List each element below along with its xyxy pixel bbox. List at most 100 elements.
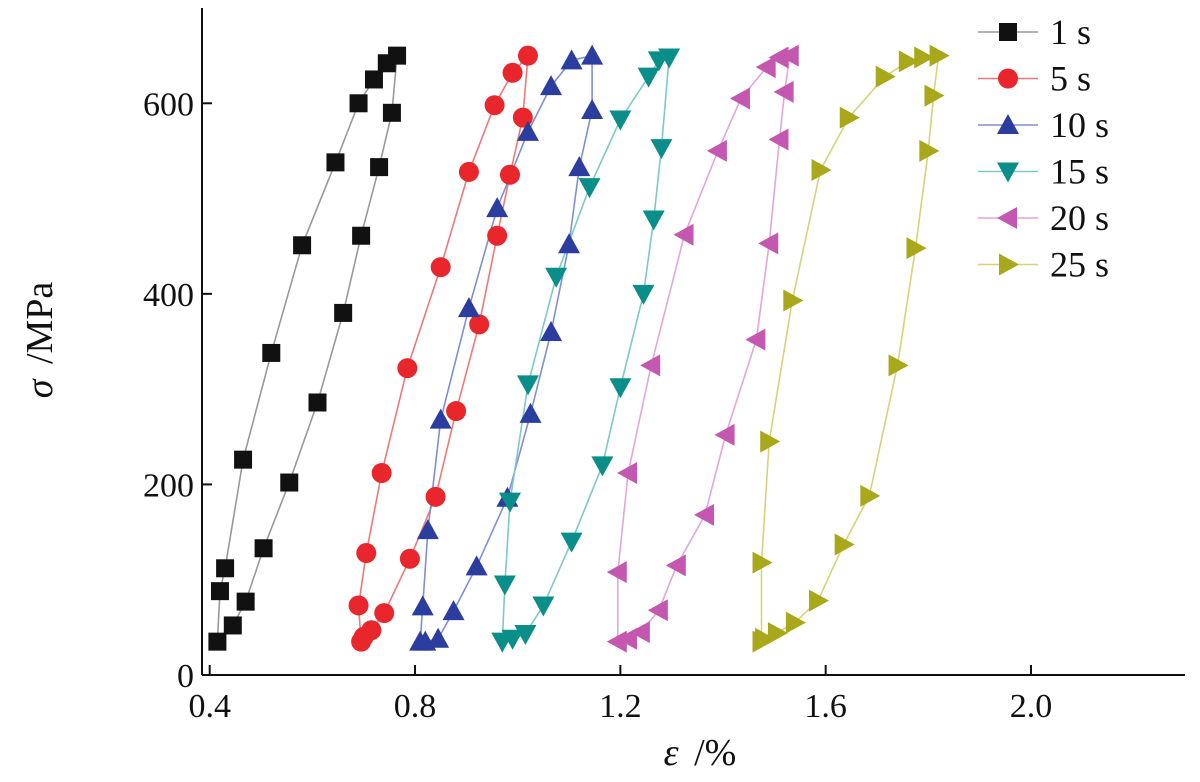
data-point-15s xyxy=(501,629,524,650)
data-point-20s xyxy=(755,56,776,79)
data-point-15s xyxy=(609,110,632,131)
y-axis-title: σ /MPa xyxy=(19,282,61,399)
data-point-1s xyxy=(210,582,229,601)
data-point-5s xyxy=(353,626,374,647)
x-axis-unit: /% xyxy=(694,732,736,774)
data-point-10s xyxy=(540,75,563,96)
y-tick-label: 600 xyxy=(143,86,194,123)
legend-label-1s: 1 s xyxy=(1050,12,1091,52)
legend-label-10s: 10 s xyxy=(1050,105,1109,145)
data-point-15s xyxy=(516,375,539,396)
data-point-15s xyxy=(498,492,521,513)
data-point-15s xyxy=(650,139,673,160)
data-point-1s xyxy=(254,539,273,558)
legend-marker-25s xyxy=(999,253,1019,276)
data-point-15s xyxy=(632,284,655,305)
x-tick-label: 0.8 xyxy=(394,688,437,725)
data-point-20s xyxy=(773,80,794,103)
data-point-25s xyxy=(914,46,935,69)
data-point-10s xyxy=(465,555,488,576)
data-point-10s xyxy=(568,156,591,177)
series-markers xyxy=(208,44,950,653)
x-tick-label: 1.2 xyxy=(599,688,642,725)
data-point-10s xyxy=(581,98,604,119)
data-point-5s xyxy=(356,543,377,564)
data-point-10s xyxy=(457,297,480,318)
data-point-10s xyxy=(411,595,434,616)
data-point-25s xyxy=(906,237,927,260)
legend-marker-15s xyxy=(997,162,1019,183)
data-point-25s xyxy=(785,611,806,634)
data-point-15s xyxy=(560,532,583,553)
series-line-15s xyxy=(501,56,670,643)
data-point-25s xyxy=(752,551,773,574)
data-point-5s xyxy=(430,257,451,278)
data-point-1s xyxy=(326,153,345,172)
data-point-5s xyxy=(374,603,395,624)
data-point-5s xyxy=(446,401,467,422)
legend-marker-20s xyxy=(997,207,1017,229)
data-point-1s xyxy=(280,473,299,492)
data-point-20s xyxy=(745,328,766,351)
data-point-1s xyxy=(364,70,383,89)
data-point-5s xyxy=(425,486,446,507)
data-point-15s xyxy=(591,456,614,477)
data-point-25s xyxy=(760,430,781,453)
data-point-15s xyxy=(609,378,632,399)
legend-marker-10s xyxy=(997,114,1019,134)
data-point-1s xyxy=(349,94,368,113)
data-point-10s xyxy=(429,408,452,429)
data-point-20s xyxy=(778,44,799,67)
x-axis-symbol: ε xyxy=(664,732,679,774)
y-axis-symbol: σ xyxy=(19,378,61,398)
data-point-20s xyxy=(640,354,661,377)
legend-marker-1s xyxy=(999,23,1017,41)
data-point-1s xyxy=(293,236,312,255)
data-point-20s xyxy=(606,561,627,584)
data-point-15s xyxy=(637,67,660,88)
data-point-25s xyxy=(808,589,829,612)
data-point-5s xyxy=(371,462,392,483)
data-point-25s xyxy=(924,84,945,107)
data-point-5s xyxy=(348,595,369,616)
data-point-1s xyxy=(352,226,371,245)
y-tick-label: 0 xyxy=(177,658,194,695)
data-point-20s xyxy=(768,128,789,151)
axes xyxy=(201,8,1185,676)
data-point-20s xyxy=(706,139,727,162)
data-point-5s xyxy=(397,358,418,379)
data-point-1s xyxy=(208,632,227,651)
data-point-25s xyxy=(898,50,919,73)
data-point-5s xyxy=(458,161,479,182)
data-point-5s xyxy=(499,164,520,185)
data-point-20s xyxy=(665,554,686,577)
x-axis-title: ε /% xyxy=(664,732,737,774)
data-point-25s xyxy=(860,484,881,507)
data-point-10s xyxy=(519,402,542,423)
data-point-10s xyxy=(516,120,539,141)
data-point-20s xyxy=(768,46,789,69)
data-point-5s xyxy=(487,225,508,246)
data-point-10s xyxy=(560,49,583,70)
data-point-10s xyxy=(442,600,465,621)
data-point-15s xyxy=(578,178,601,199)
data-point-1s xyxy=(382,103,401,122)
legend-marker-5s xyxy=(998,68,1018,89)
data-point-5s xyxy=(399,548,420,569)
data-point-15s xyxy=(545,267,568,288)
data-point-15s xyxy=(493,575,516,596)
data-point-20s xyxy=(606,630,627,653)
data-point-25s xyxy=(811,158,832,181)
series-lines xyxy=(216,53,940,643)
data-point-10s xyxy=(558,233,581,254)
data-point-1s xyxy=(334,303,353,322)
legend-label-5s: 5 s xyxy=(1050,59,1091,99)
data-point-25s xyxy=(834,533,855,556)
data-point-20s xyxy=(617,461,638,484)
data-point-15s xyxy=(658,48,681,69)
data-point-5s xyxy=(484,95,505,116)
data-point-20s xyxy=(673,223,694,246)
data-point-20s xyxy=(629,621,650,644)
data-point-1s xyxy=(234,450,253,469)
